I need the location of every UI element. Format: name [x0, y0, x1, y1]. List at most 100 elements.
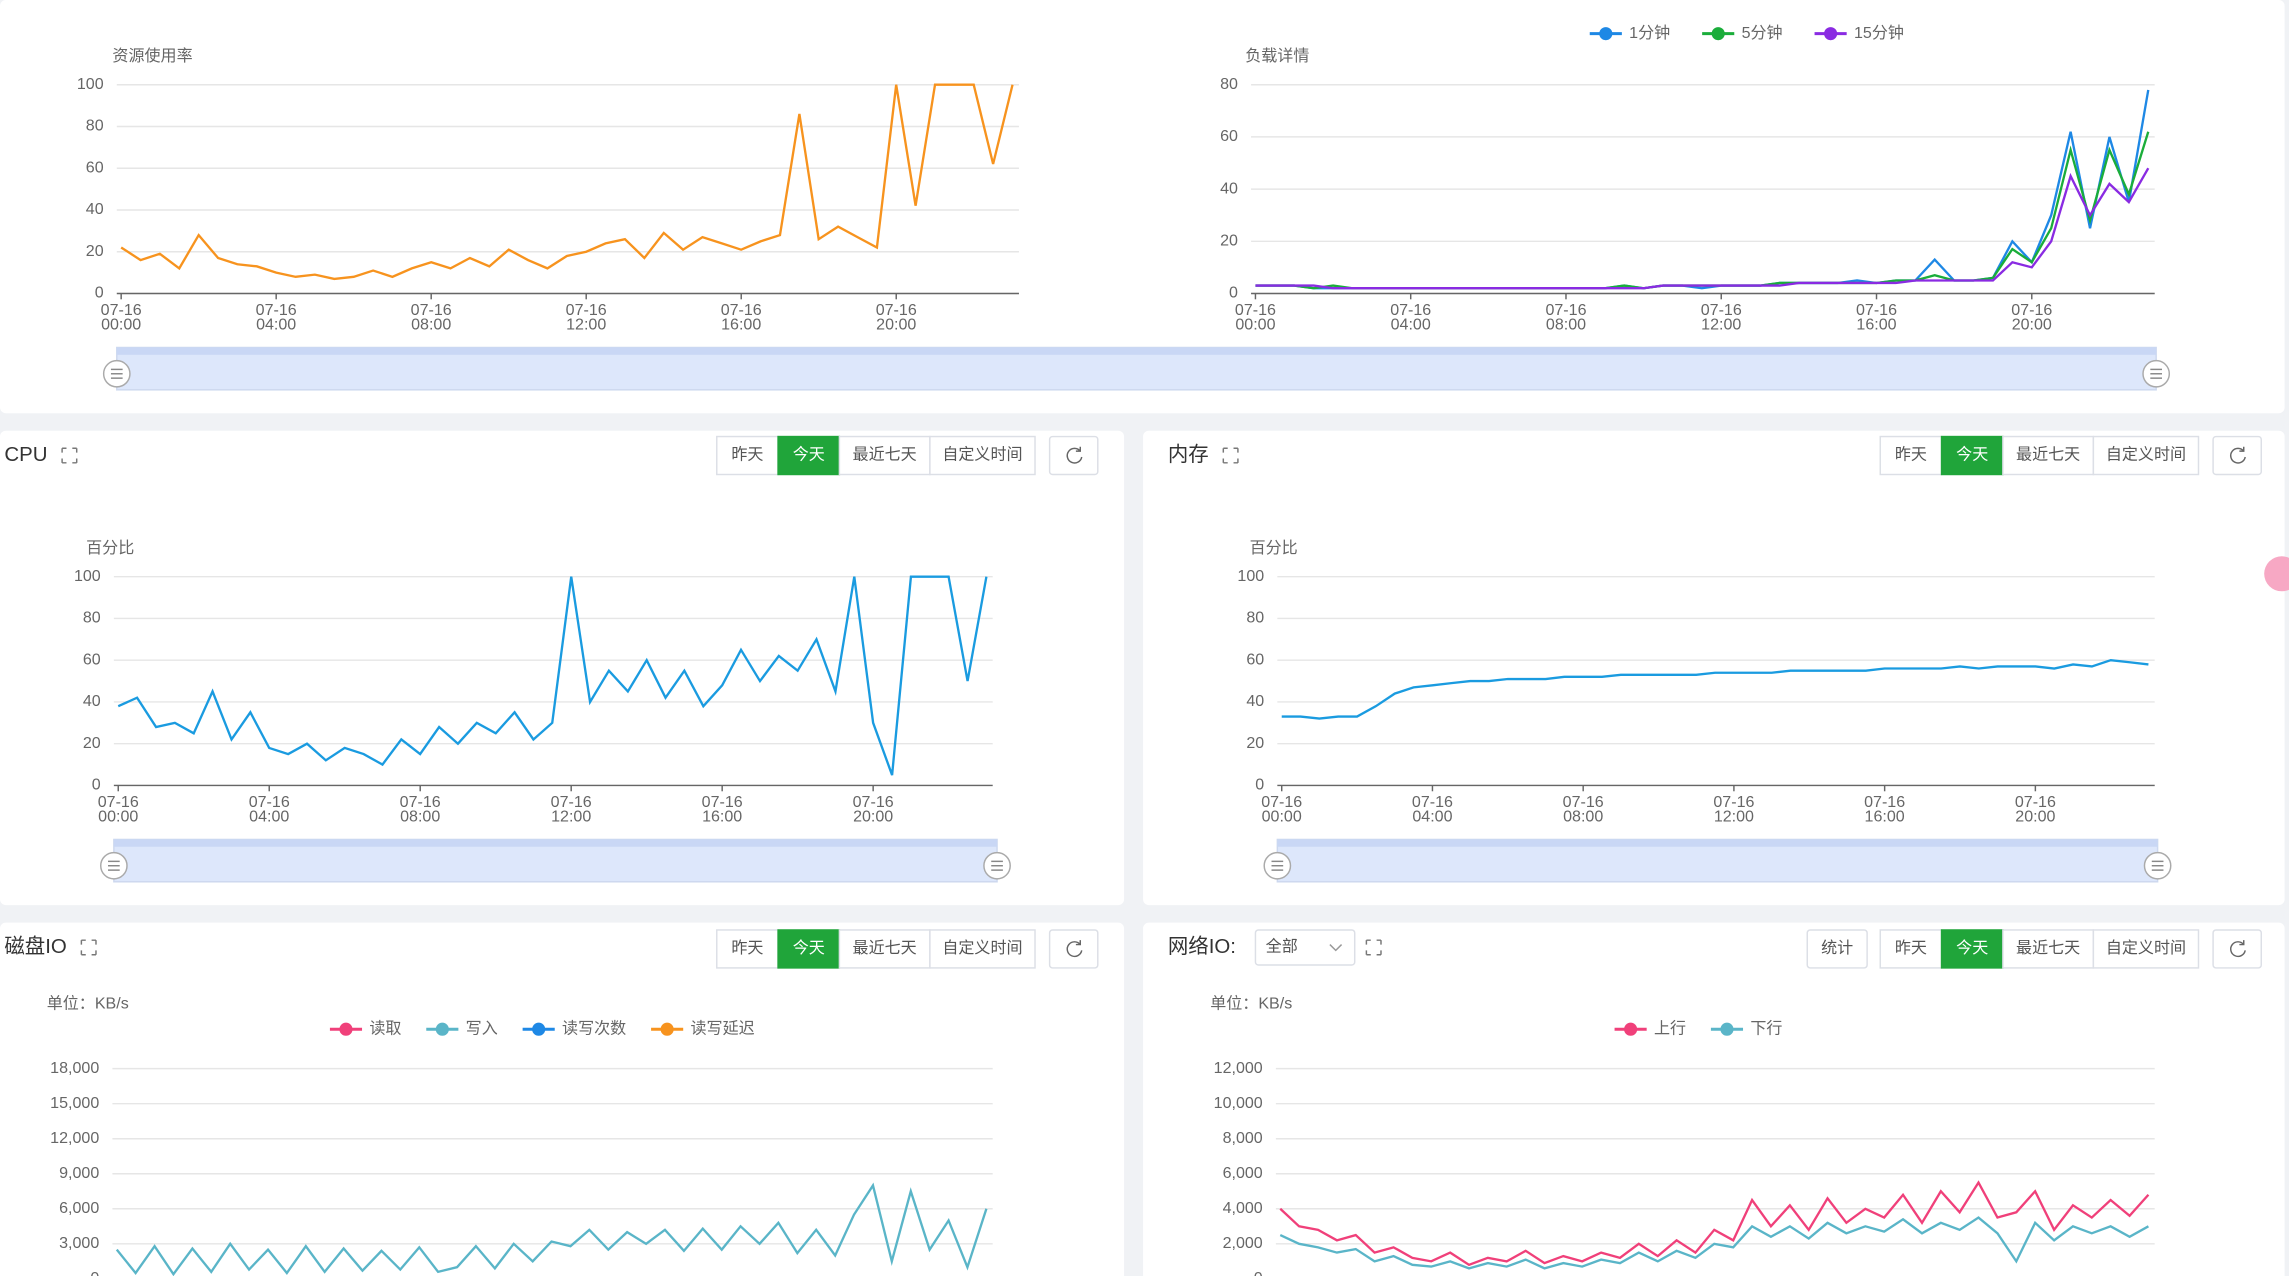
panel-title: 磁盘IO — [4, 935, 66, 958]
legend-marker — [532, 1022, 546, 1036]
range-label: 今天 — [793, 939, 825, 957]
expand-icon[interactable] — [80, 939, 97, 956]
expand-icon[interactable] — [1222, 447, 1239, 464]
x-tick-label: 07-16 12:00 — [551, 793, 592, 826]
x-tick-label: 07-16 04:00 — [1390, 301, 1431, 334]
y-tick-label: 100 — [1237, 567, 1264, 585]
x-tick-label: 07-16 12:00 — [1701, 301, 1742, 334]
panel-title: CPU — [4, 444, 47, 466]
data-line — [1281, 659, 2149, 720]
top-panel — [0, 0, 2285, 414]
range-button[interactable] — [838, 929, 931, 969]
y-tick-label: 80 — [1220, 75, 1238, 93]
legend-label[interactable]: 15分钟 — [1854, 24, 1904, 42]
range-label: 昨天 — [731, 939, 763, 957]
x-tick-label: 07-16 08:00 — [1545, 301, 1586, 334]
range-button[interactable] — [716, 929, 779, 969]
legend-label[interactable]: 读写次数 — [562, 1019, 626, 1037]
legend-marker — [1624, 1022, 1638, 1036]
cpu-panel — [0, 430, 1125, 906]
y-tick-label: 12,000 — [1214, 1059, 1263, 1077]
network-panel — [1143, 922, 2285, 1276]
y-tick-label: 20 — [1246, 734, 1264, 752]
legend-label[interactable]: 写入 — [466, 1019, 498, 1037]
y-tick-label: 2,000 — [1223, 1234, 1263, 1252]
y-tick-label: 40 — [86, 200, 104, 218]
stat-button[interactable] — [1806, 929, 1868, 969]
select-value: 全部 — [1266, 938, 1298, 956]
range-button[interactable] — [777, 435, 841, 476]
data-line — [1279, 1180, 2150, 1267]
x-tick-label: 07-16 16:00 — [1864, 793, 1905, 826]
range-button[interactable] — [777, 929, 841, 969]
y-tick-label: 0 — [92, 776, 101, 794]
y-tick-label: 10,000 — [1214, 1094, 1263, 1112]
refresh-button[interactable] — [2212, 435, 2262, 476]
x-tick-label: 07-16 16:00 — [702, 793, 743, 826]
float-icon[interactable] — [2264, 556, 2289, 592]
y-tick-label: 0 — [1254, 1269, 1263, 1276]
x-tick-label: 07-16 08:00 — [400, 793, 441, 826]
y-tick-label: 100 — [74, 567, 101, 585]
y-tick-label: 18,000 — [50, 1059, 99, 1077]
refresh-icon — [2230, 940, 2246, 958]
data-line — [1255, 167, 2150, 290]
refresh-icon — [1066, 940, 1083, 958]
refresh-button[interactable] — [1048, 435, 1099, 476]
legend-marker — [1711, 27, 1725, 41]
range-button[interactable] — [2092, 929, 2200, 969]
range-button[interactable] — [2092, 435, 2200, 476]
expand-icon[interactable] — [1365, 939, 1382, 956]
x-tick-label: 07-16 00:00 — [98, 793, 139, 826]
range-button[interactable] — [1940, 929, 2004, 969]
x-tick-label: 07-16 16:00 — [1856, 301, 1897, 334]
select-box[interactable] — [1254, 929, 1356, 966]
legend-label[interactable]: 下行 — [1750, 1019, 1782, 1037]
y-tick-label: 20 — [1220, 232, 1238, 250]
range-label: 最近七天 — [2016, 446, 2080, 464]
panel-title: 内存 — [1168, 443, 1209, 466]
y-tick-label: 80 — [86, 117, 104, 135]
axis-name: 单位：KB/s — [47, 995, 129, 1013]
axis-name: 单位：KB/s — [1210, 995, 1292, 1013]
data-line — [115, 1182, 988, 1276]
range-button[interactable] — [2002, 435, 2095, 476]
range-label: 昨天 — [1895, 939, 1927, 957]
refresh-button[interactable] — [2212, 929, 2262, 969]
y-tick-label: 60 — [1220, 127, 1238, 145]
refresh-icon — [2230, 446, 2246, 464]
range-label: 今天 — [1956, 939, 1988, 957]
y-tick-label: 3,000 — [59, 1234, 99, 1252]
legend-marker — [435, 1022, 449, 1036]
axis-name: 资源使用率 — [112, 47, 192, 65]
y-tick-label: 20 — [83, 734, 101, 752]
y-tick-label: 6,000 — [1223, 1164, 1263, 1182]
panel-title: 网络IO: — [1168, 935, 1236, 958]
zoom-top — [113, 839, 998, 847]
range-button[interactable] — [716, 435, 779, 476]
expand-icon[interactable] — [61, 447, 78, 464]
legend-label[interactable]: 5分钟 — [1742, 24, 1783, 42]
range-label: 最近七天 — [853, 446, 917, 464]
y-tick-label: 0 — [95, 284, 104, 302]
y-tick-label: 40 — [1246, 692, 1264, 710]
legend-marker — [1824, 27, 1838, 41]
legend-label[interactable]: 读取 — [369, 1019, 401, 1037]
range-button[interactable] — [2002, 929, 2095, 969]
axis-name: 负载详情 — [1245, 47, 1309, 65]
y-tick-label: 6,000 — [59, 1199, 99, 1217]
y-tick-label: 0 — [1255, 776, 1264, 794]
legend-label[interactable]: 1分钟 — [1629, 24, 1670, 42]
x-tick-label: 07-16 04:00 — [1412, 793, 1453, 826]
refresh-icon — [1066, 446, 1083, 464]
y-tick-label: 20 — [86, 242, 104, 260]
data-line — [117, 575, 988, 776]
range-button[interactable] — [929, 435, 1036, 476]
range-button[interactable] — [1940, 435, 2004, 476]
legend-label[interactable]: 上行 — [1654, 1019, 1686, 1037]
legend-label[interactable]: 读写延迟 — [690, 1019, 754, 1037]
range-button[interactable] — [929, 929, 1036, 969]
legend-marker — [339, 1022, 353, 1036]
x-tick-label: 07-16 12:00 — [566, 301, 607, 334]
refresh-button[interactable] — [1048, 929, 1099, 969]
